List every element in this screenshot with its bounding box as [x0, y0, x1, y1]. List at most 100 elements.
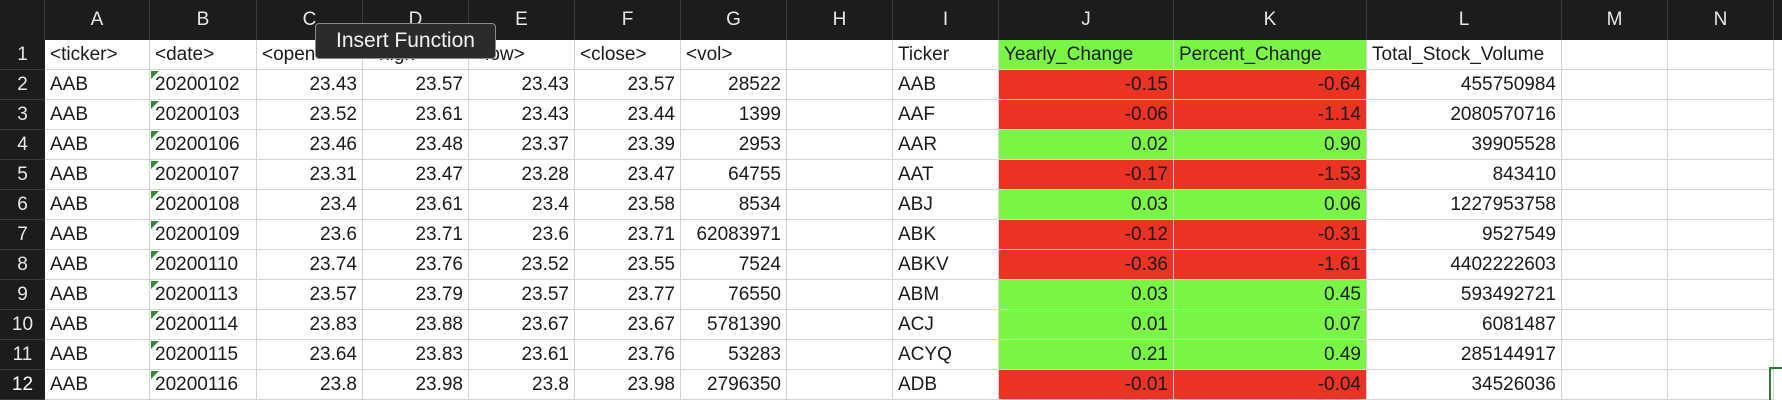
- row-header-2[interactable]: 2: [0, 70, 45, 100]
- cell-n3[interactable]: [1668, 100, 1774, 130]
- cell-c9[interactable]: 23.57: [257, 280, 363, 310]
- cell-l6[interactable]: 1227953758: [1367, 190, 1562, 220]
- cell-h7[interactable]: [787, 220, 893, 250]
- cell-i8[interactable]: ABKV: [893, 250, 999, 280]
- cell-h10[interactable]: [787, 310, 893, 340]
- row-header-8[interactable]: 8: [0, 250, 45, 280]
- cell-g12[interactable]: 2796350: [681, 370, 787, 400]
- cell-h8[interactable]: [787, 250, 893, 280]
- cell-g9[interactable]: 76550: [681, 280, 787, 310]
- cell-k4[interactable]: 0.90: [1174, 130, 1367, 160]
- cell-d9[interactable]: 23.79: [363, 280, 469, 310]
- cell-h12[interactable]: [787, 370, 893, 400]
- cell-a9[interactable]: AAB: [45, 280, 150, 310]
- cell-k7[interactable]: -0.31: [1174, 220, 1367, 250]
- cell-f8[interactable]: 23.55: [575, 250, 681, 280]
- cell-a12[interactable]: AAB: [45, 370, 150, 400]
- cell-b9[interactable]: 20200113: [150, 280, 257, 310]
- cell-l3[interactable]: 2080570716: [1367, 100, 1562, 130]
- cell-h5[interactable]: [787, 160, 893, 190]
- cell-j3[interactable]: -0.06: [999, 100, 1174, 130]
- cell-j1[interactable]: Yearly_Change: [999, 40, 1174, 70]
- cell-d12[interactable]: 23.98: [363, 370, 469, 400]
- cell-b1[interactable]: <date>: [150, 40, 257, 70]
- cell-m7[interactable]: [1562, 220, 1668, 250]
- cell-l1[interactable]: Total_Stock_Volume: [1367, 40, 1562, 70]
- column-header-c[interactable]: C: [257, 0, 363, 40]
- cell-g6[interactable]: 8534: [681, 190, 787, 220]
- cell-a1[interactable]: <ticker>: [45, 40, 150, 70]
- cell-f7[interactable]: 23.71: [575, 220, 681, 250]
- cell-d2[interactable]: 23.57: [363, 70, 469, 100]
- cell-c7[interactable]: 23.6: [257, 220, 363, 250]
- error-indicator-icon[interactable]: [151, 101, 159, 109]
- row-header-9[interactable]: 9: [0, 280, 45, 310]
- column-header-k[interactable]: K: [1174, 0, 1367, 40]
- cell-k12[interactable]: -0.04: [1174, 370, 1367, 400]
- cell-m1[interactable]: [1562, 40, 1668, 70]
- cell-f11[interactable]: 23.76: [575, 340, 681, 370]
- cell-d10[interactable]: 23.88: [363, 310, 469, 340]
- cell-e6[interactable]: 23.4: [469, 190, 575, 220]
- cell-i3[interactable]: AAF: [893, 100, 999, 130]
- error-indicator-icon[interactable]: [151, 371, 159, 379]
- cell-j5[interactable]: -0.17: [999, 160, 1174, 190]
- cell-j6[interactable]: 0.03: [999, 190, 1174, 220]
- row-header-7[interactable]: 7: [0, 220, 45, 250]
- cell-j8[interactable]: -0.36: [999, 250, 1174, 280]
- column-header-e[interactable]: E: [469, 0, 575, 40]
- cell-m10[interactable]: [1562, 310, 1668, 340]
- cell-m5[interactable]: [1562, 160, 1668, 190]
- cell-f9[interactable]: 23.77: [575, 280, 681, 310]
- cell-h11[interactable]: [787, 340, 893, 370]
- cell-n10[interactable]: [1668, 310, 1774, 340]
- cell-e12[interactable]: 23.8: [469, 370, 575, 400]
- cell-a4[interactable]: AAB: [45, 130, 150, 160]
- cell-b8[interactable]: 20200110: [150, 250, 257, 280]
- cell-d8[interactable]: 23.76: [363, 250, 469, 280]
- cell-c12[interactable]: 23.8: [257, 370, 363, 400]
- cell-b4[interactable]: 20200106: [150, 130, 257, 160]
- cell-g7[interactable]: 62083971: [681, 220, 787, 250]
- column-header-a[interactable]: A: [45, 0, 150, 40]
- cell-d11[interactable]: 23.83: [363, 340, 469, 370]
- cell-f1[interactable]: <close>: [575, 40, 681, 70]
- cell-f3[interactable]: 23.44: [575, 100, 681, 130]
- cell-i12[interactable]: ADB: [893, 370, 999, 400]
- cell-n12[interactable]: [1668, 370, 1774, 400]
- cell-k5[interactable]: -1.53: [1174, 160, 1367, 190]
- column-header-b[interactable]: B: [150, 0, 257, 40]
- cell-b5[interactable]: 20200107: [150, 160, 257, 190]
- cell-b3[interactable]: 20200103: [150, 100, 257, 130]
- cell-a3[interactable]: AAB: [45, 100, 150, 130]
- cell-i6[interactable]: ABJ: [893, 190, 999, 220]
- cell-e5[interactable]: 23.28: [469, 160, 575, 190]
- cell-l5[interactable]: 843410: [1367, 160, 1562, 190]
- cell-a2[interactable]: AAB: [45, 70, 150, 100]
- cell-l8[interactable]: 4402222603: [1367, 250, 1562, 280]
- cell-h4[interactable]: [787, 130, 893, 160]
- cell-b7[interactable]: 20200109: [150, 220, 257, 250]
- cell-k11[interactable]: 0.49: [1174, 340, 1367, 370]
- cell-k6[interactable]: 0.06: [1174, 190, 1367, 220]
- cell-f12[interactable]: 23.98: [575, 370, 681, 400]
- cell-g5[interactable]: 64755: [681, 160, 787, 190]
- row-header-10[interactable]: 10: [0, 310, 45, 340]
- cell-m12[interactable]: [1562, 370, 1668, 400]
- cell-i5[interactable]: AAT: [893, 160, 999, 190]
- cell-d4[interactable]: 23.48: [363, 130, 469, 160]
- cell-f5[interactable]: 23.47: [575, 160, 681, 190]
- column-header-n[interactable]: N: [1668, 0, 1774, 40]
- error-indicator-icon[interactable]: [151, 131, 159, 139]
- cell-k10[interactable]: 0.07: [1174, 310, 1367, 340]
- cell-f6[interactable]: 23.58: [575, 190, 681, 220]
- cell-n9[interactable]: [1668, 280, 1774, 310]
- error-indicator-icon[interactable]: [151, 251, 159, 259]
- cell-g10[interactable]: 5781390: [681, 310, 787, 340]
- row-header-6[interactable]: 6: [0, 190, 45, 220]
- cell-m6[interactable]: [1562, 190, 1668, 220]
- cell-i7[interactable]: ABK: [893, 220, 999, 250]
- cell-h2[interactable]: [787, 70, 893, 100]
- cell-k8[interactable]: -1.61: [1174, 250, 1367, 280]
- cell-j9[interactable]: 0.03: [999, 280, 1174, 310]
